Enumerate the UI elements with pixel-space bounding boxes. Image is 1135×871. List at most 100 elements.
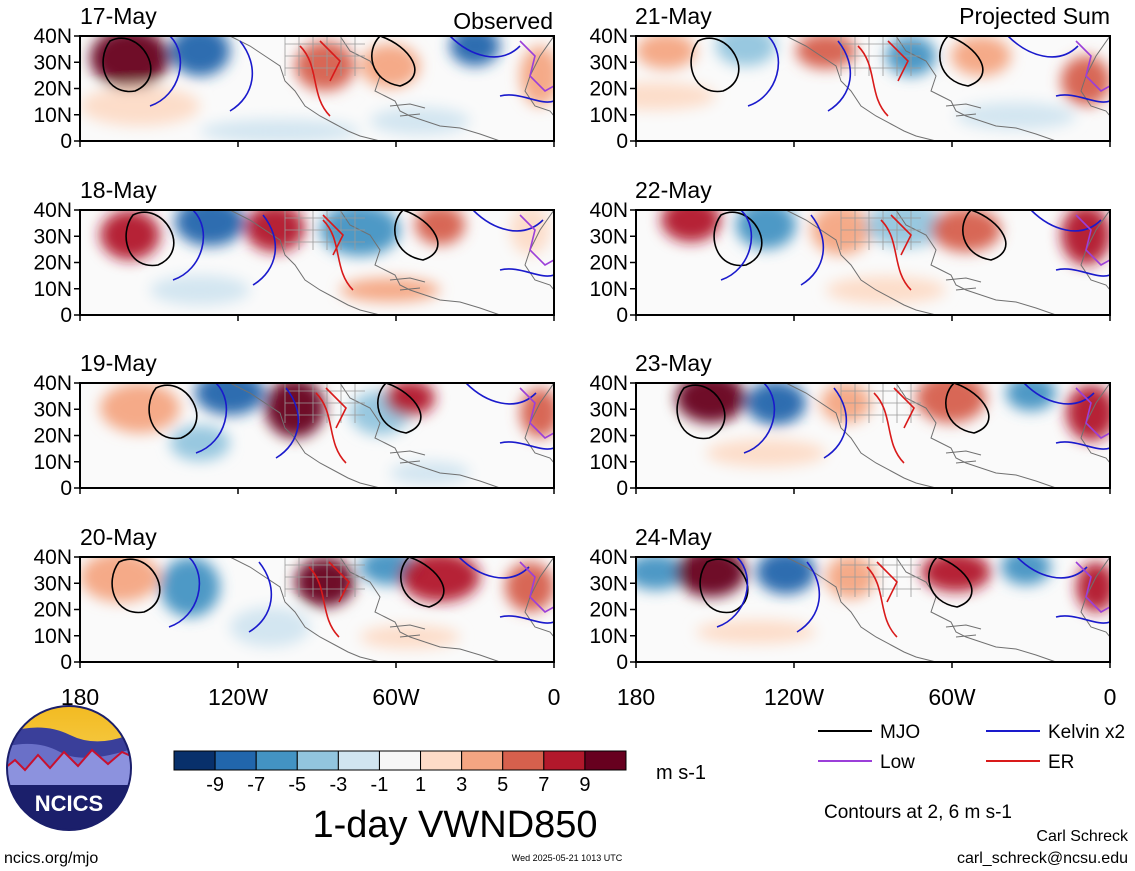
contour-mjo [125, 211, 175, 267]
panel-date: 21-May [635, 3, 712, 29]
shading-blob [505, 562, 554, 612]
shading-blob [415, 210, 465, 245]
coast-caribbean [945, 277, 982, 291]
panel-date: 18-May [80, 177, 157, 203]
contour-kelvin [1030, 210, 1110, 277]
shading-blob [295, 557, 355, 607]
site-link[interactable]: ncics.org/mjo [4, 850, 98, 867]
coast-americas-west [785, 383, 937, 488]
contour-kelvin [458, 557, 554, 624]
y-tick-label: 10N [589, 278, 628, 301]
contour-kelvin [747, 36, 852, 112]
shading-blob [826, 276, 946, 304]
panel-date: 22-May [635, 177, 712, 203]
panel-observed-3: 19-May [80, 350, 157, 376]
y-tick-label: 40N [33, 199, 72, 222]
contour-mjo [377, 383, 422, 434]
coast-africa [524, 36, 554, 117]
shading-blob [390, 461, 470, 485]
map-panels [74, 35, 1111, 668]
y-tick-label: 30N [589, 398, 628, 421]
y-tick-label: 20N [589, 252, 628, 275]
coast-africa [524, 383, 554, 464]
coast-south-america [424, 294, 501, 315]
shading-blob [320, 210, 400, 256]
map-panel [630, 209, 1111, 321]
contour-kelvin [168, 557, 273, 633]
x-tick-label: 180 [617, 684, 655, 710]
contour-low [1075, 561, 1110, 613]
timestamp: Wed 2025-05-21 1013 UTC [512, 853, 623, 863]
shading-blob [230, 607, 310, 647]
contour-low [519, 40, 554, 92]
shading-blob [736, 210, 796, 249]
shading-blob [450, 36, 500, 66]
contour-er [315, 387, 347, 464]
colorbar-swatch [543, 750, 586, 771]
contour-low [519, 561, 554, 613]
contour-kelvin [172, 210, 277, 286]
colorbar-swatch [502, 750, 545, 771]
shading-blob [661, 210, 721, 242]
y-tick-label: 40N [33, 372, 72, 395]
contour-kelvin [716, 557, 821, 633]
shading-blob [100, 383, 180, 433]
y-tick-label: 20N [33, 252, 72, 275]
units-label: m s-1 [656, 762, 706, 784]
contour-er [308, 561, 350, 638]
shading-blob [150, 275, 250, 305]
colorbar: -9 -7 -5 -3 -1 1 3 5 7 9 [173, 750, 627, 796]
shading-blob [80, 86, 200, 126]
x-tick-label: 0 [1104, 684, 1117, 710]
panel-projected-4: 24-May [635, 524, 712, 550]
y-tick-label: 30N [33, 398, 72, 421]
coast-americas-west [229, 210, 381, 315]
y-tick-label: 10N [33, 104, 72, 127]
coast-africa [524, 210, 554, 291]
colorbar-label: -9 [206, 774, 224, 796]
y-tick-label: 0 [616, 130, 628, 153]
shading-blob [1061, 210, 1110, 265]
colorbar-swatch [214, 750, 257, 771]
contour-kelvin [149, 36, 254, 112]
legend-label: Low [880, 752, 915, 773]
y-tick-label: 10N [33, 278, 72, 301]
shading-blob [195, 383, 265, 415]
state-borders [284, 36, 365, 76]
state-borders [840, 383, 921, 423]
state-borders [284, 210, 365, 250]
coast-americas-west [785, 557, 937, 662]
colorbar-swatch [337, 750, 380, 771]
coast-caribbean [389, 624, 426, 638]
contour-low [1075, 40, 1110, 92]
y-tick-label: 0 [60, 651, 72, 674]
contour-kelvin [472, 210, 554, 277]
shading-blob [636, 557, 686, 590]
coastline [229, 210, 554, 315]
panel-date: 19-May [80, 350, 157, 376]
shading-blob [370, 107, 470, 135]
colorbar-swatch [296, 750, 339, 771]
panel-projected-3: 23-May [635, 350, 712, 376]
colorbar-label: -5 [288, 774, 306, 796]
contour-low [1075, 214, 1110, 266]
legend-label: MJO [880, 722, 920, 743]
contour-er [873, 387, 915, 464]
wind-shading [100, 210, 550, 305]
anomaly-contours [125, 210, 554, 291]
shading-blob [706, 439, 826, 467]
contour-mjo [371, 36, 416, 87]
y-tick-label: 10N [589, 625, 628, 648]
shading-blob [385, 383, 435, 416]
panel-observed-4: 20-May [80, 524, 157, 550]
colorbar-swatch [420, 750, 463, 771]
y-tick-label: 10N [33, 451, 72, 474]
legend-label: ER [1048, 752, 1074, 773]
y-tick-label: 30N [33, 51, 72, 74]
contour-kelvin [195, 383, 300, 459]
y-tick-label: 20N [589, 599, 628, 622]
y-tick-label: 0 [60, 477, 72, 500]
coast-south-america [980, 467, 1057, 488]
anomaly-contours [148, 383, 554, 464]
wind-shading [100, 383, 554, 485]
